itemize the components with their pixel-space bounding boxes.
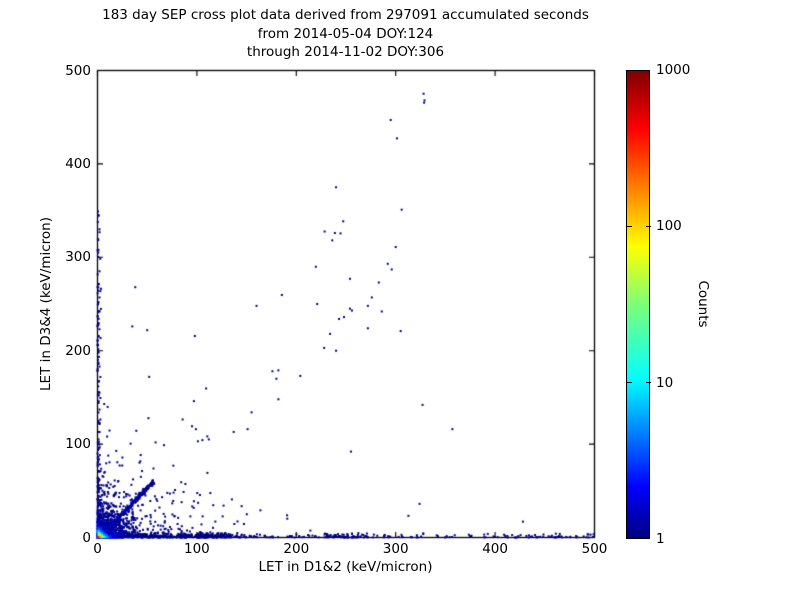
colorbar-label: Counts xyxy=(695,280,711,328)
y-tick-label: 200 xyxy=(65,342,91,359)
colorbar-tick-label: 1000 xyxy=(656,62,691,78)
colorbar-tick-label: 1 xyxy=(656,531,665,547)
title-line-2: from 2014-05-04 DOY:124 xyxy=(257,25,434,42)
x-axis-label: LET in D1&2 (keV/micron) xyxy=(258,559,433,575)
colorbar-gradient xyxy=(626,70,651,539)
x-tick-label: 100 xyxy=(184,541,210,557)
colorbar-tick-mark xyxy=(627,381,632,383)
x-tick-label: 500 xyxy=(581,541,608,557)
y-axis-label: LET in D3&4 (keV/micron) xyxy=(38,217,54,391)
x-tick-label: 300 xyxy=(382,541,409,557)
chart-title: 183 day SEP cross plot data derived from… xyxy=(97,6,594,62)
colorbar-tick-mark xyxy=(627,226,632,228)
colorbar-tick-label: 10 xyxy=(656,374,674,391)
y-tick-label: 0 xyxy=(82,529,91,546)
title-line-1: 183 day SEP cross plot data derived from… xyxy=(102,7,589,23)
title-line-3: through 2014-11-02 DOY:306 xyxy=(246,44,445,60)
colorbar-tick-mark xyxy=(646,226,651,228)
x-tick-label: 0 xyxy=(93,541,102,557)
x-tick-label: 200 xyxy=(283,541,310,557)
y-tick-label: 100 xyxy=(65,436,91,453)
colorbar-tick-label: 100 xyxy=(656,218,682,235)
y-tick-label: 300 xyxy=(65,249,91,266)
y-tick-label: 400 xyxy=(65,155,91,172)
colorbar-tick-mark xyxy=(646,381,651,383)
y-tick-label: 500 xyxy=(65,62,91,79)
x-tick-label: 400 xyxy=(482,541,508,557)
